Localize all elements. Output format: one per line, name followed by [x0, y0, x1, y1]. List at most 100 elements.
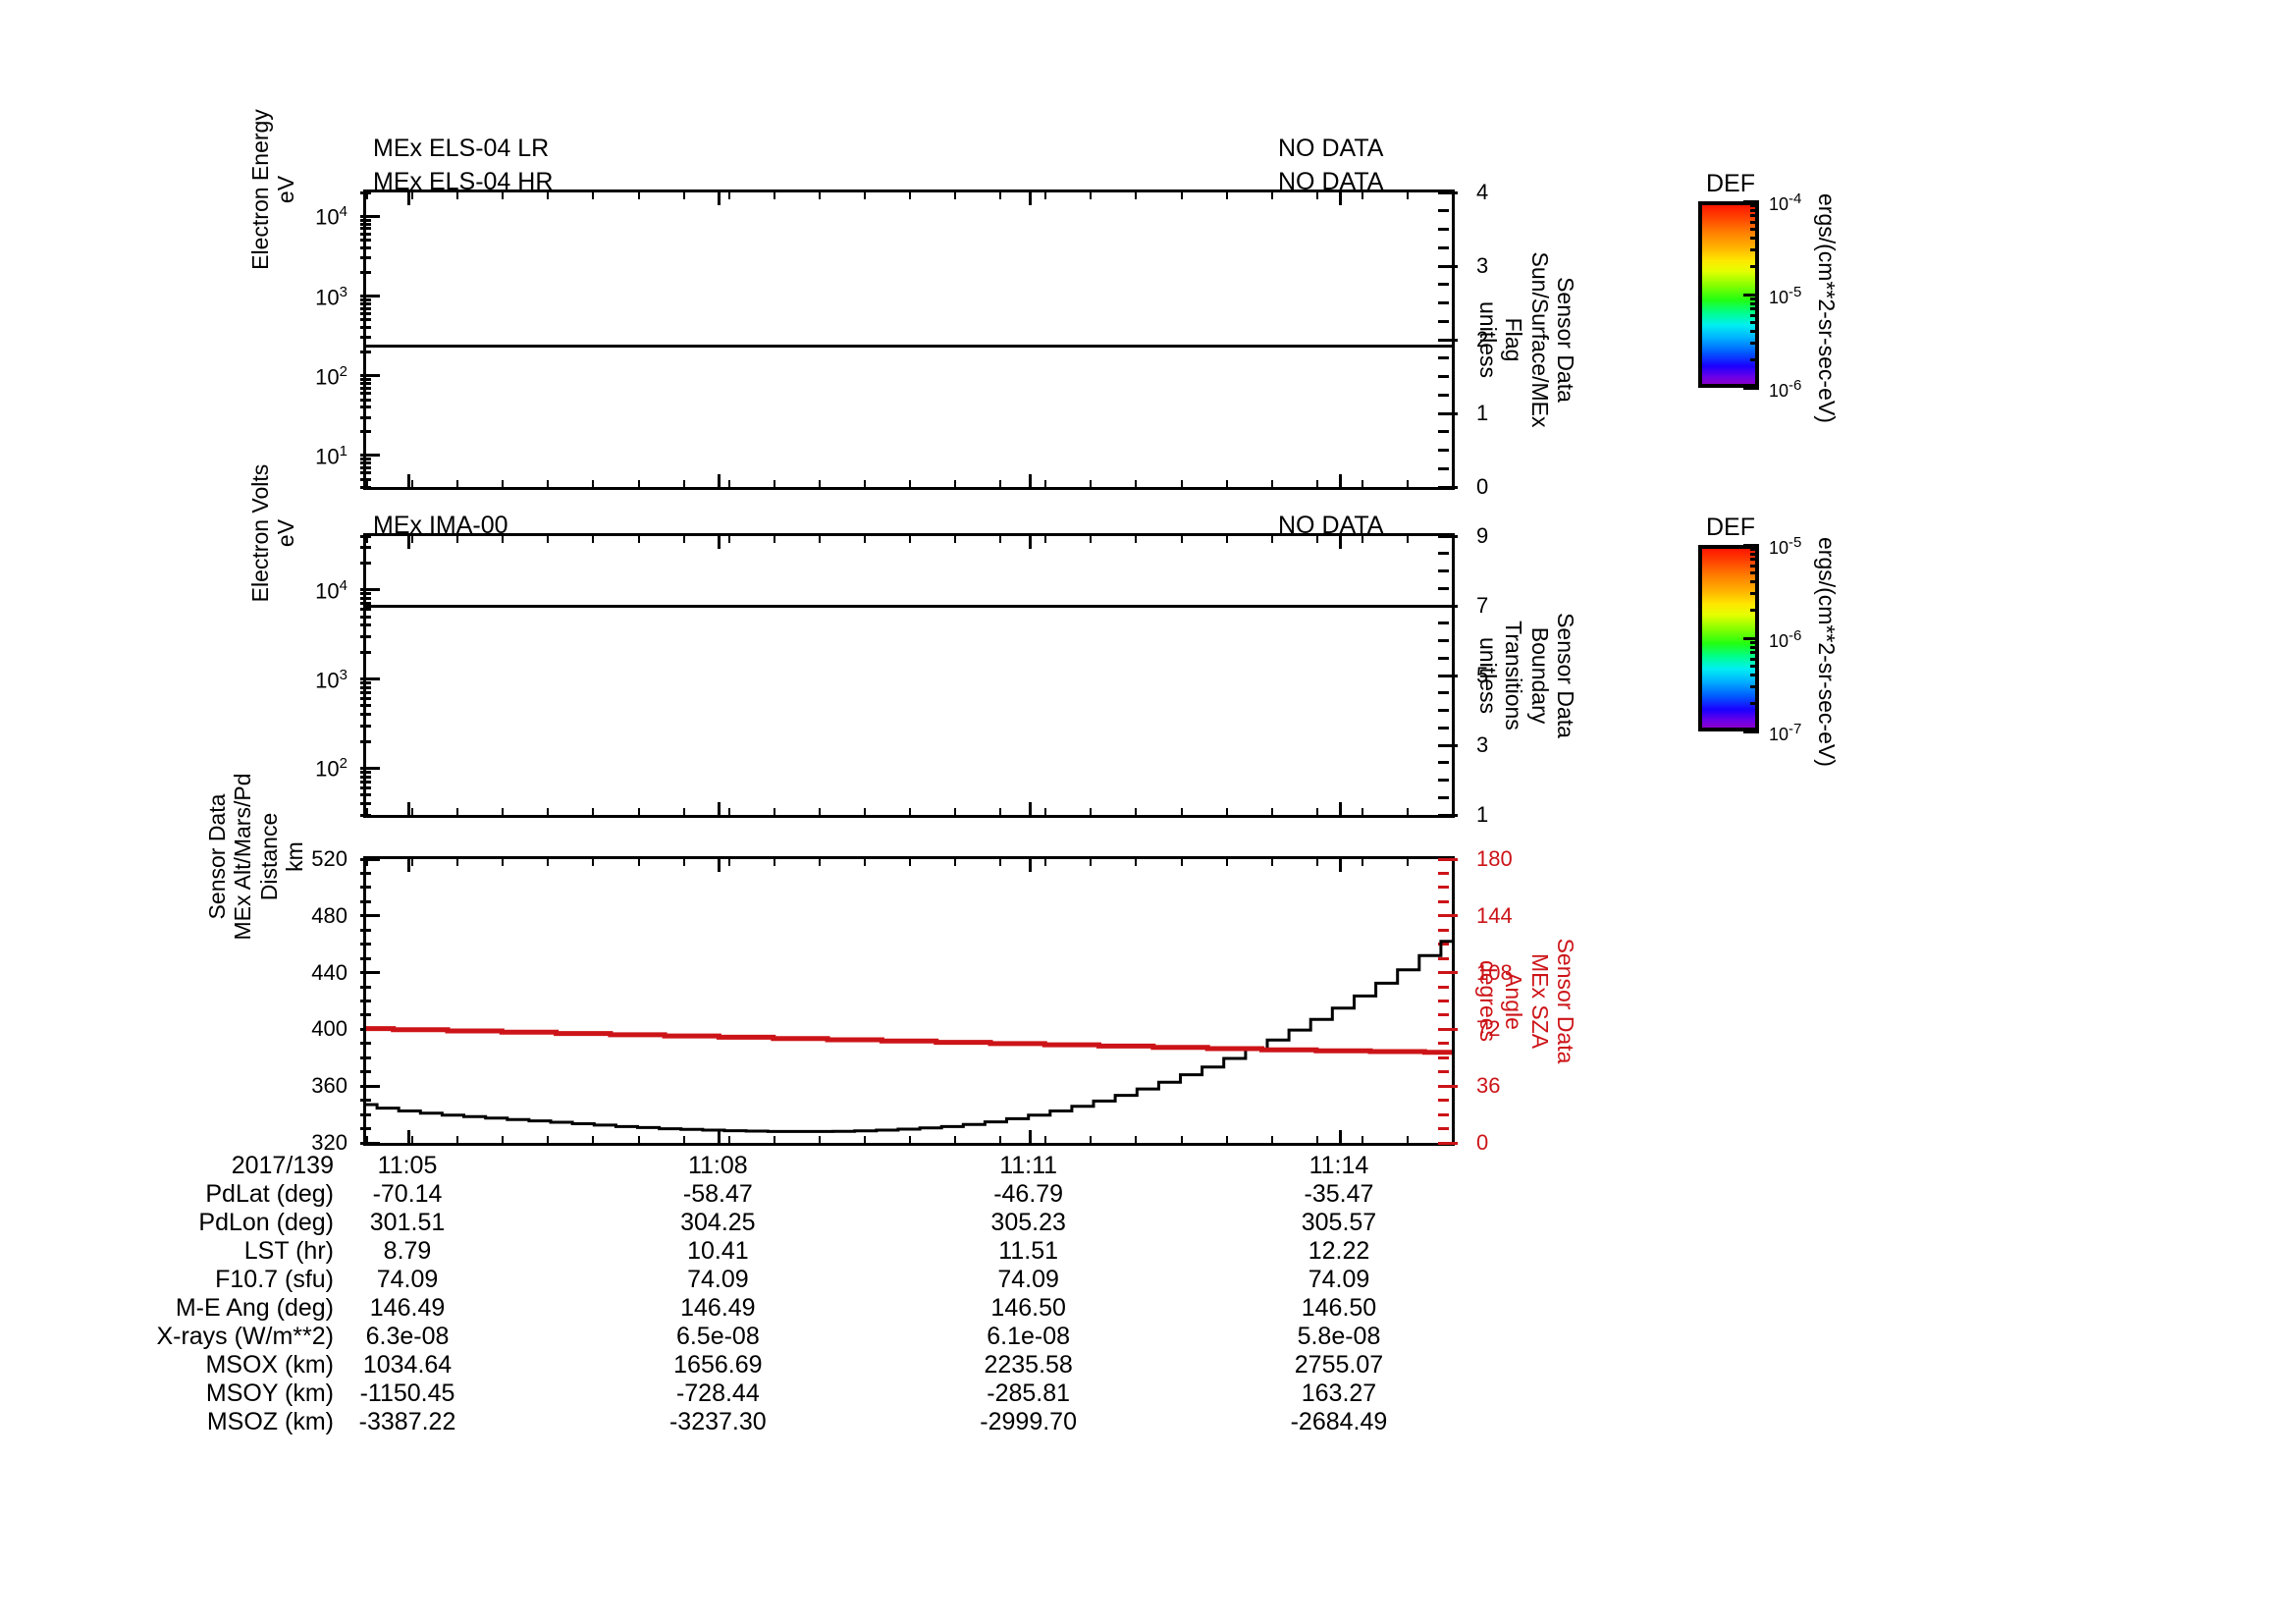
right-axis-tick-0 — [1438, 393, 1449, 397]
right-axis-tick-label-2: 144 — [1476, 902, 1513, 928]
left-axis-tick-p3 — [360, 1000, 371, 1002]
x-axis-minor-tick — [682, 859, 685, 866]
left-axis-tick-p1 — [360, 392, 371, 396]
left-axis-tick-p2 — [360, 615, 371, 619]
x-axis-tick — [407, 536, 411, 549]
x-axis-minor-tick — [682, 192, 685, 199]
x-axis-minor-tick — [863, 536, 866, 543]
x-axis-minor-tick — [366, 1136, 368, 1143]
table-row-label-5: M-E Ang (deg) — [175, 1294, 334, 1322]
left-axis-tick-p3 — [360, 1084, 380, 1088]
x-axis-minor-tick — [1225, 480, 1228, 487]
right-axis-tick-label-2: 180 — [1476, 846, 1513, 871]
x-axis-minor-tick — [954, 480, 957, 487]
x-axis-minor-tick — [954, 192, 957, 199]
right-axis-tick-2 — [1438, 1084, 1458, 1088]
x-axis-minor-tick — [592, 480, 595, 487]
right-axis-tick-2 — [1438, 1127, 1449, 1131]
colorbar-tick-1 — [1750, 592, 1759, 596]
x-axis-minor-tick — [1044, 1136, 1047, 1143]
table-cell: 2755.07 — [1294, 1351, 1384, 1379]
colorbar-tick-0 — [1750, 307, 1759, 311]
left-axis-tick-p1 — [360, 318, 371, 322]
left-axis-tick-p1 — [360, 301, 371, 305]
table-cell: 146.49 — [680, 1294, 756, 1322]
x-axis-tick — [1338, 802, 1342, 815]
left-axis-tick-label-p3: 480 — [311, 902, 347, 928]
right-axis-tick-0 — [1438, 466, 1449, 470]
table-cell: 6.5e-08 — [675, 1323, 760, 1350]
left-axis-tick-p2 — [360, 713, 371, 717]
right-axis-tick-1 — [1438, 761, 1449, 765]
x-axis-minor-tick — [727, 1136, 730, 1143]
left-axis-tick-p2 — [360, 634, 371, 638]
x-axis-tick — [407, 1130, 411, 1143]
right-axis-tick-label-1: 9 — [1476, 523, 1489, 548]
colorbar-tick-1 — [1750, 645, 1759, 649]
x-axis-minor-tick — [727, 536, 730, 543]
x-axis-minor-tick — [1225, 192, 1228, 199]
x-axis-minor-tick — [502, 859, 505, 866]
x-axis-minor-tick — [456, 1136, 459, 1143]
table-cell: 1034.64 — [362, 1351, 453, 1379]
left-axis-tick-p1 — [360, 454, 380, 458]
left-axis-tick-p2 — [360, 793, 371, 797]
right-axis-title: Sensor Data Boundary Transitions unitless — [1474, 613, 1578, 738]
x-axis-minor-tick — [999, 480, 1002, 487]
right-axis-tick-1 — [1438, 691, 1449, 695]
x-axis-minor-tick — [909, 536, 911, 543]
table-cell: 1656.69 — [673, 1351, 763, 1379]
x-axis-minor-tick — [1361, 192, 1363, 199]
left-axis-tick-p1 — [360, 298, 371, 301]
x-axis-minor-tick — [727, 808, 730, 815]
x-axis-minor-tick — [592, 859, 595, 866]
table-row-label-6: X-rays (W/m**2) — [156, 1323, 334, 1350]
x-axis-minor-tick — [411, 808, 414, 815]
x-axis-minor-tick — [637, 480, 640, 487]
x-axis-minor-tick — [1270, 192, 1273, 199]
colorbar-tick-1 — [1750, 701, 1759, 705]
panel-title-0-0: MEx ELS-04 LR — [373, 135, 550, 162]
table-cell: 146.50 — [1301, 1294, 1377, 1322]
right-axis-tick-1 — [1438, 709, 1449, 712]
x-axis-tick — [1028, 1130, 1032, 1143]
left-axis-tick-p1 — [360, 477, 371, 481]
x-axis-minor-tick — [1361, 536, 1363, 543]
panel-title-0-1: MEx ELS-04 HR — [373, 168, 554, 195]
x-axis-minor-tick — [547, 808, 550, 815]
colorbar-tick-1 — [1750, 674, 1759, 677]
right-axis-tick-0 — [1438, 375, 1449, 378]
left-axis-tick-label-p3: 320 — [311, 1130, 347, 1155]
x-axis-tick — [718, 1130, 721, 1143]
colorbar-tick-1 — [1750, 547, 1759, 551]
table-cell: 6.1e-08 — [987, 1323, 1071, 1350]
right-axis-tick-0 — [1438, 411, 1458, 415]
right-axis-tick-label-0: 2 — [1476, 327, 1489, 352]
right-axis-tick-0 — [1438, 264, 1458, 268]
left-axis-tick-p1 — [360, 295, 380, 298]
x-axis-minor-tick — [366, 859, 368, 866]
x-axis-minor-tick — [1225, 536, 1228, 543]
x-axis-minor-tick — [1180, 536, 1183, 543]
table-cell: 2235.58 — [984, 1351, 1073, 1379]
right-axis-tick-2 — [1438, 971, 1458, 975]
right-axis-tick-1 — [1438, 656, 1449, 660]
colorbar-tick-label-1-2: 10-7 — [1769, 721, 1802, 744]
x-axis-minor-tick — [1270, 1136, 1273, 1143]
right-axis-tick-2 — [1438, 1000, 1449, 1002]
table-cell: 301.51 — [369, 1209, 446, 1236]
right-axis-tick-2 — [1438, 1070, 1449, 1074]
colorbar-tick-0 — [1750, 264, 1759, 268]
left-axis-tick-p3 — [360, 1055, 371, 1059]
x-axis-minor-tick — [1090, 808, 1093, 815]
x-axis-minor-tick — [1315, 480, 1318, 487]
x-axis-tick — [1028, 802, 1032, 815]
x-axis-minor-tick — [411, 1136, 414, 1143]
x-axis-minor-tick — [1225, 859, 1228, 866]
colorbar-tick-1 — [1743, 543, 1759, 547]
x-axis-minor-tick — [1180, 808, 1183, 815]
x-axis-minor-tick — [1406, 480, 1409, 487]
x-axis-minor-tick — [366, 536, 368, 543]
table-row-label-1: PdLat (deg) — [205, 1180, 334, 1208]
colorbar-tick-0 — [1743, 293, 1759, 297]
